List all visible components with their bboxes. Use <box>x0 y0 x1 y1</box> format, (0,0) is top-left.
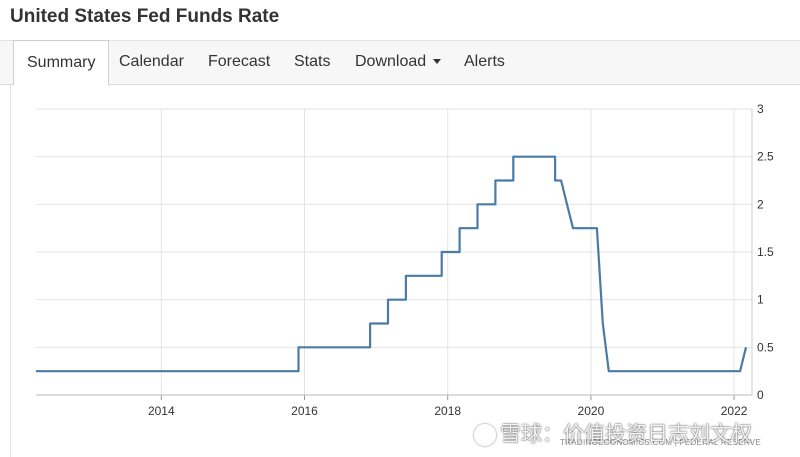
chart-panel <box>10 85 800 457</box>
tab-calendar-label: Calendar <box>119 53 184 70</box>
tab-alerts[interactable]: Alerts <box>451 41 518 85</box>
tab-alerts-label: Alerts <box>464 53 505 70</box>
tab-summary-label: Summary <box>27 54 96 71</box>
x-tick-label: 2016 <box>291 404 318 418</box>
watermark: 雪球：价值投资日志刘文权 <box>474 418 752 448</box>
tab-summary[interactable]: Summary <box>13 40 110 86</box>
x-tick-label: 2018 <box>434 404 461 418</box>
y-tick-label: 1.5 <box>757 245 774 259</box>
chevron-down-icon <box>433 59 442 65</box>
y-tick-label: 0.5 <box>757 340 774 354</box>
fed-funds-rate-line <box>36 155 748 373</box>
tab-download[interactable]: Download <box>342 41 454 85</box>
x-tick-label: 2014 <box>148 404 175 418</box>
chart-source-credit: TRADINGECONOMICS.COM | FEDERAL RESERVE <box>560 438 762 447</box>
y-tick-label: 1 <box>757 293 764 307</box>
tab-stats-label: Stats <box>294 53 331 70</box>
y-tick-label: 2 <box>757 197 764 211</box>
tab-download-label: Download <box>355 53 427 70</box>
y-tick-label: 3 <box>757 102 764 116</box>
x-tick-label: 2022 <box>721 404 748 418</box>
y-tick-label: 2.5 <box>757 150 774 164</box>
snowball-logo-icon <box>474 424 496 446</box>
tab-bar: Summary Calendar Forecast Stats Download… <box>0 40 800 86</box>
tab-forecast-label: Forecast <box>208 53 271 70</box>
y-tick-label: 0 <box>757 388 764 402</box>
tab-stats[interactable]: Stats <box>281 41 343 85</box>
page-title: United States Fed Funds Rate <box>10 6 280 27</box>
x-tick-label: 2020 <box>578 404 605 418</box>
tab-calendar[interactable]: Calendar <box>106 41 197 85</box>
tab-forecast[interactable]: Forecast <box>195 41 283 85</box>
watermark-text: 雪球：价值投资日志刘文权 <box>500 422 752 446</box>
